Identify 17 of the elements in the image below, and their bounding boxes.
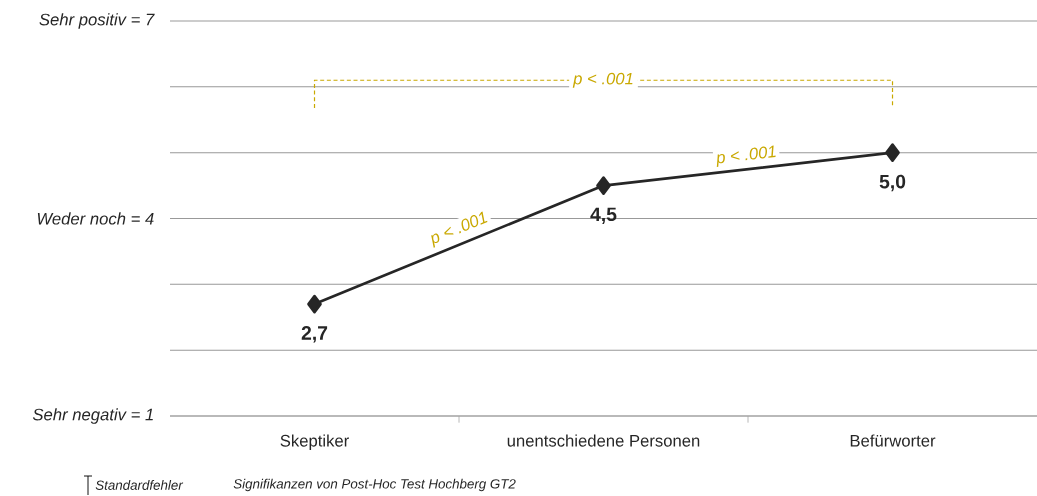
data-label: 2,7 (301, 326, 328, 343)
y-tick-label: Sehr negativ = 1 (32, 408, 153, 424)
text: Standardfehler (95, 480, 184, 490)
x-tick-label: unentschiedene Personen (507, 434, 700, 447)
text: Signifikanzen von Post-Hoc Test Hochberg GT2 (233, 478, 516, 492)
annotation: p < .001 (572, 72, 633, 88)
data-label: 4,5 (590, 207, 617, 224)
data-label: 5,0 (879, 174, 906, 192)
annotation: p < .001 (431, 211, 488, 248)
y-tick-label: Weder noch = 4 (37, 212, 154, 225)
point (885, 143, 900, 163)
point (596, 176, 611, 195)
annotation: p < .001 (716, 145, 776, 168)
point (307, 294, 322, 314)
y-tick-label: Sehr positiv = 7 (39, 13, 155, 29)
x-tick-label: Befürworter (850, 434, 936, 447)
x-tick-label: Skeptiker (280, 434, 349, 450)
